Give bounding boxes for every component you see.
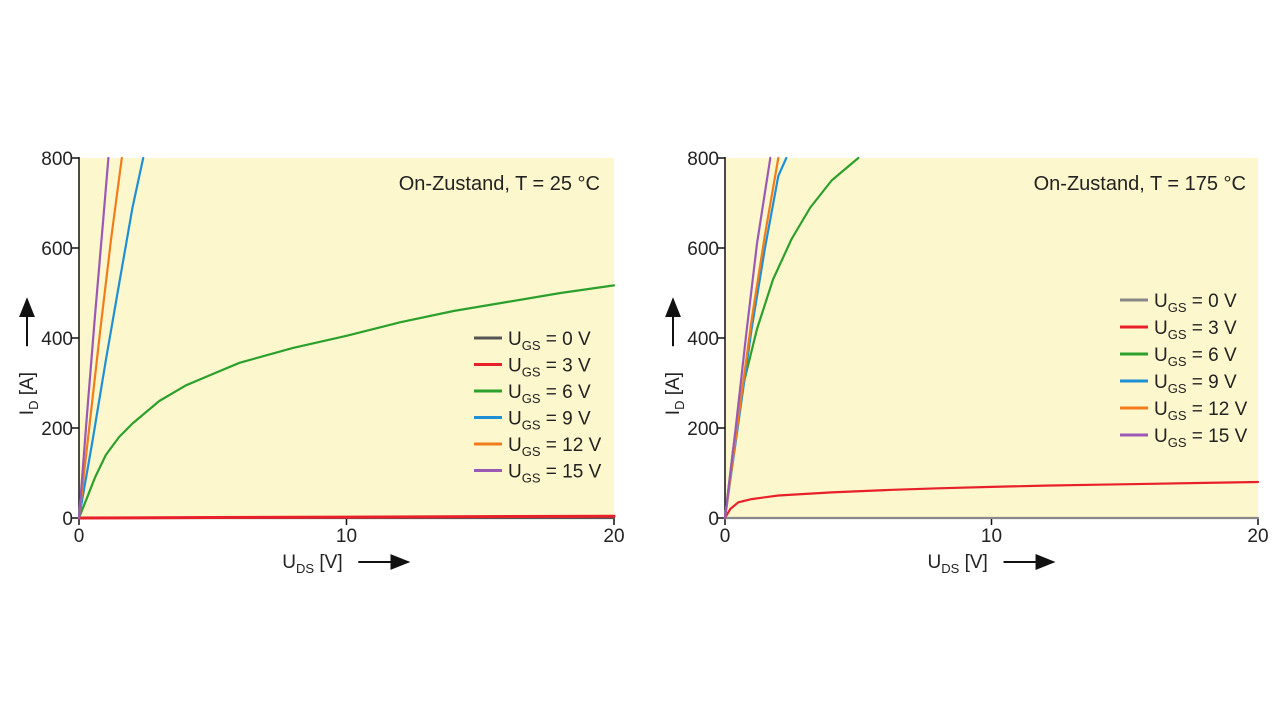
x-axis-symbol: U — [928, 552, 942, 573]
legend-subscript: GS — [1168, 408, 1187, 423]
legend-subscript: GS — [522, 418, 541, 433]
legend-entry: UGS = 0 V — [1154, 291, 1237, 315]
legend-subscript: GS — [1168, 381, 1187, 396]
y-tick-label: 600 — [41, 239, 73, 260]
y-axis-label: ID [A] — [663, 372, 687, 415]
series-line-ugs-12v — [77, 156, 123, 520]
x-axis-subscript: DS — [296, 561, 314, 576]
x-tick-label: 0 — [74, 526, 85, 547]
y-tick-label: 800 — [687, 149, 719, 170]
legend-value: = 6 V — [541, 382, 591, 403]
chart-annotation: On-Zustand, T = 175 °C — [1034, 173, 1246, 195]
legend-entry: UGS = 15 V — [508, 462, 602, 486]
x-tick-label: 20 — [603, 526, 624, 547]
chart-annotation: On-Zustand, T = 25 °C — [399, 173, 600, 195]
y-tick-label: 200 — [41, 419, 73, 440]
x-axis-label: UDS [V] — [282, 552, 342, 576]
y-axis-symbol: I — [17, 410, 38, 415]
legend-entry: UGS = 3 V — [508, 356, 591, 380]
y-axis-subscript: D — [26, 401, 41, 410]
y-axis-subscript: D — [672, 401, 687, 410]
legend-symbol: U — [1154, 345, 1168, 366]
legend-subscript: GS — [522, 444, 541, 459]
legend-entry: UGS = 3 V — [1154, 318, 1237, 342]
legend-symbol: U — [508, 462, 522, 483]
legend-value: = 9 V — [1187, 372, 1237, 393]
y-axis-label: ID [A] — [17, 372, 41, 415]
y-tick-label: 600 — [687, 239, 719, 260]
legend-value: = 0 V — [1187, 291, 1237, 312]
legend-subscript: GS — [522, 391, 541, 406]
legend-value: = 3 V — [1187, 318, 1237, 339]
legend-value: = 15 V — [1187, 426, 1248, 447]
x-tick-label: 10 — [336, 526, 357, 547]
legend-value: = 9 V — [541, 409, 591, 430]
y-tick-label: 0 — [708, 509, 719, 530]
legend-entry: UGS = 6 V — [508, 382, 591, 406]
series-line-ugs-6v — [77, 284, 616, 520]
legend-subscript: GS — [522, 338, 541, 353]
y-axis-unit: [A] — [17, 372, 38, 401]
legend-entry: UGS = 15 V — [1154, 426, 1248, 450]
legend-subscript: GS — [522, 365, 541, 380]
legend-value: = 12 V — [1187, 399, 1248, 420]
x-axis-label: UDS [V] — [928, 552, 988, 576]
legend-symbol: U — [1154, 399, 1168, 420]
legend-entry: UGS = 6 V — [1154, 345, 1237, 369]
x-axis-subscript: DS — [941, 561, 959, 576]
legend-entry: UGS = 0 V — [508, 329, 591, 353]
legend-subscript: GS — [1168, 354, 1187, 369]
series-line-ugs-9v — [77, 156, 145, 520]
legend-subscript: GS — [1168, 435, 1187, 450]
legend-symbol: U — [508, 409, 522, 430]
legend-symbol: U — [508, 382, 522, 403]
x-tick-label: 10 — [981, 526, 1002, 547]
legend-symbol: U — [1154, 372, 1168, 393]
legend-value: = 6 V — [1187, 345, 1237, 366]
legend-symbol: U — [508, 329, 522, 350]
plot-area — [725, 158, 1258, 518]
x-axis-unit: [V] — [314, 552, 343, 573]
legend-subscript: GS — [522, 471, 541, 486]
legend-entry: UGS = 9 V — [1154, 372, 1237, 396]
legend-symbol: U — [508, 435, 522, 456]
y-tick-label: 800 — [41, 149, 73, 170]
x-tick-label: 20 — [1247, 526, 1268, 547]
legend-symbol: U — [1154, 291, 1168, 312]
legend-entry: UGS = 9 V — [508, 409, 591, 433]
legend-value: = 0 V — [541, 329, 591, 350]
y-tick-label: 200 — [687, 419, 719, 440]
series-line-ugs-15v — [77, 156, 110, 520]
legend-entry: UGS = 12 V — [1154, 399, 1248, 423]
y-axis-unit: [A] — [663, 372, 684, 401]
y-tick-label: 0 — [62, 509, 73, 530]
legend-symbol: U — [1154, 426, 1168, 447]
y-tick-label: 400 — [687, 329, 719, 350]
series-line-ugs-15v — [723, 156, 772, 520]
legend-value: = 15 V — [541, 462, 602, 483]
y-axis-symbol: I — [663, 410, 684, 415]
y-tick-label: 400 — [41, 329, 73, 350]
x-axis-symbol: U — [282, 552, 296, 573]
chart-panel-1: 0 200 400 600 800 0 10 20 On-Zustand, T = 25 °C U… — [17, 149, 625, 576]
chart-panel-2: 0 200 400 600 800 0 10 20 On-Zustand, T = 175 °C… — [663, 149, 1269, 576]
x-axis-unit: [V] — [959, 552, 988, 573]
legend-symbol: U — [508, 356, 522, 377]
legend-symbol: U — [1154, 318, 1168, 339]
legend-value: = 12 V — [541, 435, 602, 456]
x-tick-label: 0 — [720, 526, 731, 547]
legend-subscript: GS — [1168, 300, 1187, 315]
series-line-ugs-3v — [77, 514, 616, 520]
legend-subscript: GS — [1168, 327, 1187, 342]
series-line-ugs-3v — [723, 480, 1260, 520]
legend-value: = 3 V — [541, 356, 591, 377]
plot-area — [79, 158, 614, 518]
legend-entry: UGS = 12 V — [508, 435, 602, 459]
